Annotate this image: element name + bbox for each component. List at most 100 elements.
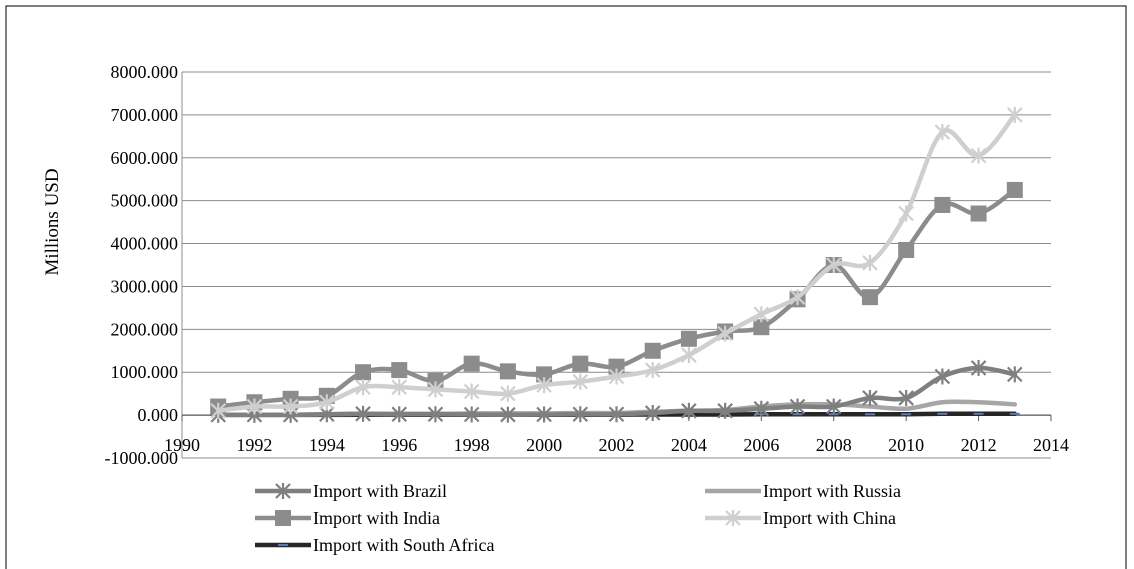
x-tick-label: 1990	[164, 435, 200, 455]
y-tick-label: 8000.000	[111, 62, 179, 82]
data-point	[391, 362, 408, 379]
legend-label: Import with India	[313, 508, 440, 528]
data-point	[970, 205, 987, 222]
data-point	[934, 368, 951, 385]
data-point	[246, 398, 263, 415]
legend-marker	[275, 483, 291, 499]
chart-border	[5, 5, 1127, 569]
x-tick-label: 2000	[526, 435, 562, 455]
data-point	[862, 254, 878, 271]
data-point	[861, 289, 878, 306]
data-point	[572, 355, 589, 372]
data-point	[934, 124, 951, 141]
data-point	[572, 373, 589, 390]
legend-item: Import with India	[255, 508, 440, 528]
data-point	[680, 330, 697, 347]
data-point	[644, 362, 661, 379]
y-tick-label: 3000.000	[111, 276, 179, 296]
data-point	[717, 325, 733, 342]
legend-marker	[725, 510, 741, 526]
data-point	[427, 381, 444, 398]
data-point	[934, 196, 951, 213]
data-point	[355, 379, 371, 396]
data-point	[681, 402, 697, 419]
x-tick-label: 2012	[961, 435, 997, 455]
data-point	[789, 289, 806, 306]
data-point	[1006, 181, 1023, 198]
legend-label: Import with China	[763, 508, 896, 528]
data-point	[608, 368, 625, 385]
y-tick-label: 2000.000	[111, 319, 179, 339]
data-point	[898, 205, 914, 222]
data-point	[970, 359, 987, 376]
y-tick-labels: -1000.000 0.000 1000.000 2000.000 3000.000 40…	[105, 62, 179, 468]
legend-marker	[275, 510, 291, 526]
data-point	[572, 406, 589, 423]
data-point	[391, 406, 408, 423]
legend-item: Import with Russia	[705, 481, 901, 501]
data-point	[463, 406, 480, 423]
data-point	[825, 257, 842, 273]
data-point	[898, 241, 915, 258]
data-point	[391, 379, 408, 396]
data-point	[210, 402, 226, 419]
x-tick-labels: 1990 1992 1994 1996 1998 2000 2002 2004 2006 2008…	[164, 435, 1069, 455]
y-tick-label: 1000.000	[111, 362, 179, 382]
data-point	[500, 406, 516, 423]
data-point	[862, 389, 878, 406]
y-tick-label: 5000.000	[111, 191, 179, 211]
y-tick-label: 6000.000	[111, 148, 179, 168]
x-tick-label: 1998	[454, 435, 490, 455]
data-point	[282, 398, 299, 415]
data-point	[825, 398, 842, 415]
x-tick-label: 2010	[888, 435, 924, 455]
data-point	[463, 355, 480, 372]
data-point	[898, 389, 914, 406]
data-point	[970, 147, 987, 164]
legend-item: Import with South Africa	[255, 535, 494, 555]
data-point	[608, 406, 625, 423]
series-layer	[210, 106, 1023, 423]
data-point	[1007, 366, 1023, 383]
y-tick-label: 7000.000	[111, 105, 179, 125]
data-point	[717, 402, 733, 419]
data-point	[644, 404, 661, 421]
x-tick-label: 1994	[309, 435, 345, 455]
x-tick-label: 2006	[743, 435, 779, 455]
legend-item: Import with Brazil	[255, 481, 447, 501]
data-point	[681, 347, 697, 364]
legend-label: Import with Russia	[763, 481, 901, 501]
data-point	[536, 366, 553, 383]
data-point	[644, 342, 661, 359]
series-import-with-india	[210, 181, 1023, 415]
series-import-with-china	[210, 106, 1023, 419]
x-tick-label: 1992	[236, 435, 272, 455]
data-point	[427, 406, 444, 423]
data-point	[536, 406, 552, 423]
legend: Import with Brazil Import with Russia Impo…	[255, 481, 901, 555]
data-point	[1007, 106, 1023, 123]
legend-item: Import with China	[705, 508, 896, 528]
x-tick-label: 2014	[1033, 435, 1069, 455]
legend-label: Import with South Africa	[313, 535, 494, 555]
data-point	[500, 385, 516, 402]
data-point	[608, 358, 625, 375]
data-point	[319, 394, 335, 411]
data-point	[355, 405, 371, 422]
y-tick-label: 0.000	[138, 405, 179, 425]
y-axis-label: Millions USD	[42, 168, 63, 275]
data-point	[753, 319, 770, 336]
x-tick-label: 2004	[671, 435, 707, 455]
data-point	[355, 364, 372, 381]
data-point	[536, 377, 552, 394]
data-point	[789, 398, 806, 415]
legend-label: Import with Brazil	[313, 481, 447, 501]
x-tick-label: 1996	[381, 435, 417, 455]
series-import-with-brazil	[210, 359, 1023, 423]
y-tick-label: -1000.000	[105, 448, 179, 468]
data-point	[753, 306, 770, 323]
x-tick-label: 2008	[816, 435, 852, 455]
data-point	[753, 400, 770, 417]
series-line	[215, 112, 1018, 414]
